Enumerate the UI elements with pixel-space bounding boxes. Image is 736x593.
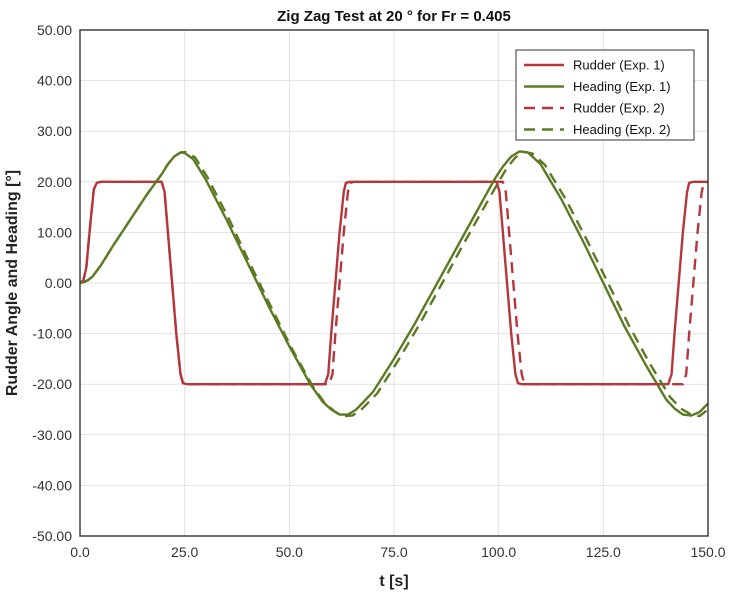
y-tick-label: -10.00 [32,326,72,342]
y-tick-label: 30.00 [37,123,72,139]
tick-labels: 0.0 25.0 50.0 75.0 100.0 125.0 150.0 50.00 40.00… [32,22,725,560]
y-tick-label: -50.00 [32,528,72,544]
y-tick-label: 40.00 [37,73,72,89]
y-axis-label: Rudder Angle and Heading [°] [4,170,21,396]
series-heading-exp-2 [79,150,709,418]
x-tick-label: 100.0 [481,544,516,560]
y-tick-label: 20.00 [37,174,72,190]
x-tick-label: 150.0 [690,544,725,560]
chart-title: Zig Zag Test at 20 ° for Fr = 0.405 [277,8,511,25]
series-rudder-exp-2 [79,180,709,386]
y-tick-label: 0.00 [45,275,72,291]
legend-label: Heading (Exp. 1) [573,79,671,94]
legend-label: Rudder (Exp. 2) [573,101,665,116]
y-tick-label: 10.00 [37,224,72,240]
x-tick-label: 0.0 [70,544,90,560]
x-tick-label: 50.0 [276,544,303,560]
y-tick-label: -30.00 [32,427,72,443]
plot-frame [79,29,709,537]
legend-label: Heading (Exp. 2) [573,122,671,137]
legend: Rudder (Exp. 1) Heading (Exp. 1) Rudder (E… [515,49,695,141]
y-tick-label: -20.00 [32,376,72,392]
y-tick-label: -40.00 [32,477,72,493]
series-rudder-exp-1 [79,180,708,386]
series-lines [79,150,709,418]
x-tick-label: 75.0 [380,544,407,560]
x-tick-label: 125.0 [586,544,621,560]
x-tick-label: 25.0 [171,544,198,560]
x-axis-label: t [s] [379,573,408,590]
legend-label: Rudder (Exp. 1) [573,58,665,73]
y-tick-label: 50.00 [37,22,72,38]
